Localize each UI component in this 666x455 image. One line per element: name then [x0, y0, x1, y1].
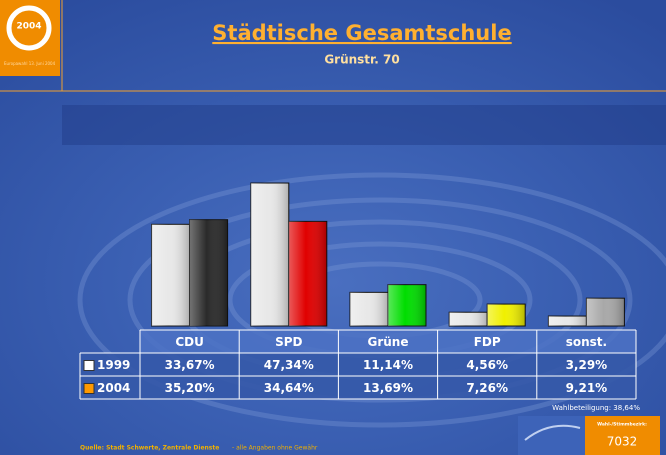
- value-label: 35,20%: [165, 381, 215, 395]
- thumbnail-arc: [524, 424, 581, 441]
- value-label: 7,26%: [466, 381, 508, 395]
- logo-caption: Europawahl 13. Juni 2004: [4, 61, 56, 66]
- district-box: [585, 416, 660, 455]
- value-label: 33,67%: [165, 358, 215, 372]
- bar-shine: [388, 284, 426, 326]
- thumbnail: [518, 416, 585, 455]
- table-header-bg: [140, 330, 636, 353]
- logo-year: 2004: [16, 22, 41, 32]
- bar-shine: [288, 221, 327, 326]
- chart: CDU SPD Grüne FDP sonst. 1999 33,67% 47,34% 11,1…: [79, 182, 637, 400]
- chart-title: Städtische Gesamtschule: [212, 21, 511, 45]
- bar-shine: [449, 312, 488, 326]
- hall-wall: [62, 105, 666, 145]
- chart-subtitle: Grünstr. 70: [324, 53, 399, 67]
- district-number: 7032: [607, 435, 638, 449]
- bar-shine: [350, 292, 388, 326]
- value-label: 47,34%: [264, 358, 314, 372]
- turnout: Wahlbeteiligung: 38,64%: [552, 404, 640, 412]
- logo-e: [6, 5, 52, 51]
- legend-label: 2004: [97, 381, 130, 395]
- value-label: 13,69%: [363, 381, 413, 395]
- legend-swatch: [83, 383, 95, 394]
- category-label: sonst.: [566, 335, 607, 349]
- bar-shine: [189, 219, 228, 326]
- value-label: 11,14%: [363, 358, 413, 372]
- bar-shine: [586, 298, 625, 326]
- district-label: Wahl-/Stimmbezirk:: [597, 422, 647, 428]
- legend-label: 1999: [97, 358, 130, 372]
- category-label: CDU: [175, 335, 204, 349]
- category-label: Grüne: [368, 335, 409, 349]
- category-label: FDP: [474, 335, 501, 349]
- disclaimer: - alle Angaben ohne Gewähr: [232, 445, 318, 452]
- category-label: SPD: [275, 335, 302, 349]
- bar-shine: [151, 224, 190, 326]
- bar-shine: [250, 183, 289, 326]
- value-label: 3,29%: [566, 358, 608, 372]
- legend-swatch: [83, 360, 95, 371]
- bar-shine: [548, 316, 587, 326]
- bar-shine: [487, 304, 526, 326]
- source: Quelle: Stadt Schwerte, Zentrale Dienste: [80, 445, 219, 452]
- value-label: 34,64%: [264, 381, 314, 395]
- value-label: 9,21%: [566, 381, 608, 395]
- value-label: 4,56%: [466, 358, 508, 372]
